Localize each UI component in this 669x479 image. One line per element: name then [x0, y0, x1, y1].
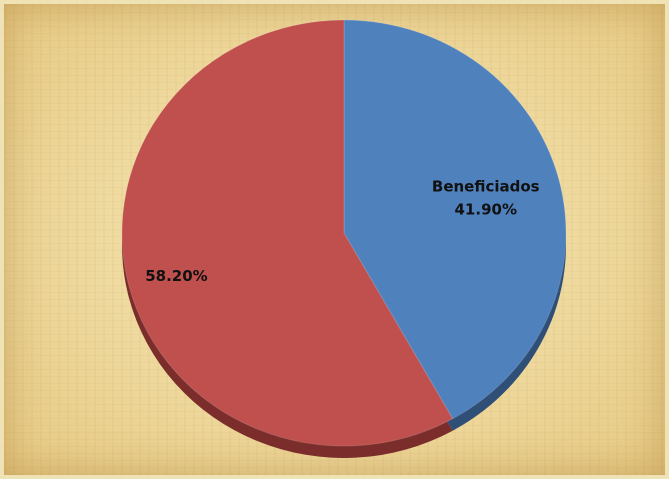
pie-slice-beneficiados [343, 19, 567, 420]
slice-value-label: 58.20% [145, 267, 207, 285]
slice-name-label: Beneficiados [432, 177, 540, 195]
pie-top [121, 19, 567, 447]
pie-labels: Beneficiados 41.90% 58.20% [145, 177, 539, 285]
pie-slice-other [121, 19, 454, 447]
slice-value-label: 41.90% [455, 200, 517, 218]
